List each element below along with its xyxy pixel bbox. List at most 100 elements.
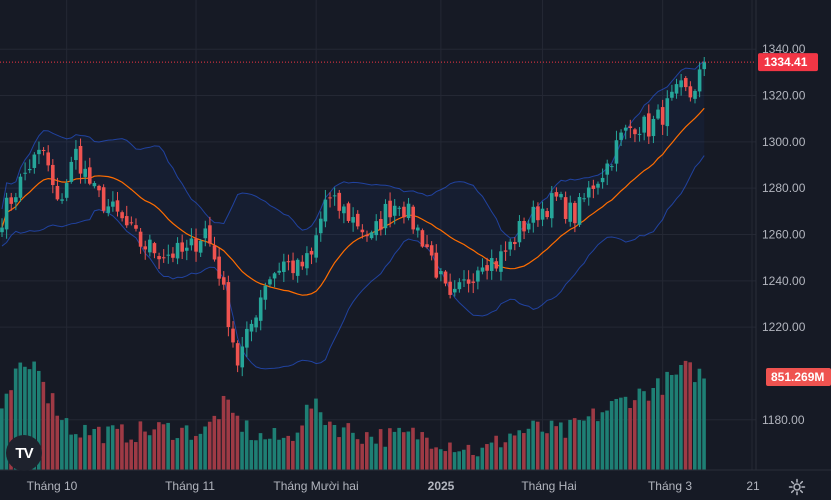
volume-bar (697, 368, 702, 470)
x-tick-label: Tháng 10 (27, 479, 78, 493)
candle-body (258, 297, 263, 321)
candle-body (194, 238, 198, 252)
candle-body (503, 250, 508, 252)
volume-bar (254, 440, 258, 470)
candle-body (637, 133, 642, 135)
volume-bar (129, 439, 133, 470)
volume-bar (203, 426, 207, 470)
candle-body (365, 234, 369, 237)
candle-body (217, 256, 221, 279)
volume-bar (545, 433, 549, 470)
candle-body (171, 253, 175, 258)
volume-bar (462, 449, 466, 470)
volume-bar (411, 427, 415, 470)
candle-body (499, 251, 503, 272)
candle-body (554, 192, 559, 197)
candle-body (51, 164, 55, 186)
volume-bar (628, 408, 632, 470)
volume-bar (92, 429, 96, 470)
volume-bar (286, 435, 291, 470)
candle-body (198, 240, 203, 253)
candle-body (120, 212, 124, 219)
candle-body (332, 195, 337, 197)
gear-icon[interactable] (788, 478, 806, 496)
x-tick-label: Tháng 3 (648, 479, 692, 493)
candle-body (582, 198, 586, 200)
volume-bar (392, 431, 397, 470)
candle-body (549, 193, 554, 219)
candle-body (346, 203, 351, 221)
volume-bar (152, 429, 157, 470)
candle-body (305, 253, 309, 269)
volume-bar (466, 444, 471, 470)
volume-bar (138, 421, 143, 470)
candle-body (157, 256, 161, 260)
candle-body (448, 281, 452, 295)
volume-bar (180, 427, 184, 470)
candle-body (226, 282, 231, 328)
volume-bar (489, 442, 494, 470)
volume-bar (272, 428, 277, 470)
candle-body (485, 265, 489, 271)
candle-body (591, 185, 596, 189)
volume-bar (198, 433, 203, 470)
volume-bar (605, 410, 609, 470)
price-axis-panel (756, 0, 831, 500)
volume-bar (632, 400, 637, 470)
candle-body (106, 206, 111, 213)
candle-body (4, 197, 9, 230)
candle-body (221, 277, 226, 285)
volume-bar (217, 419, 221, 470)
last-price-label: 1334.41 (764, 55, 808, 69)
y-tick-label: 1320.00 (762, 89, 806, 103)
volume-bar (249, 440, 254, 470)
volume-bar (651, 387, 656, 470)
volume-bar (656, 378, 660, 470)
volume-bar (614, 398, 619, 470)
candle-body (508, 241, 512, 250)
candle-body (526, 223, 531, 230)
candle-body (143, 246, 148, 250)
volume-bar (143, 431, 147, 470)
candle-body (374, 221, 379, 236)
volume-label: 851.269M (771, 370, 824, 384)
candle-body (268, 279, 272, 285)
candle-body (263, 285, 268, 300)
candle-body (383, 203, 388, 229)
volume-bar (337, 437, 341, 470)
volume-bar (582, 420, 586, 470)
volume-bar (503, 442, 508, 470)
candle-body (203, 228, 208, 239)
volume-bar (406, 431, 411, 470)
volume-bar (586, 416, 591, 470)
y-tick-label: 1180.00 (762, 413, 805, 427)
volume-bar (170, 439, 175, 470)
tradingview-logo-icon[interactable]: TV (6, 435, 42, 471)
volume-bar (388, 428, 392, 470)
candle-body (129, 222, 134, 224)
candle-body (388, 200, 392, 218)
candle-body (282, 261, 286, 272)
volume-bar (240, 431, 244, 470)
volume-bar (702, 378, 706, 470)
volume-bar (485, 444, 489, 470)
candle-body (60, 199, 64, 201)
candle-body (272, 273, 277, 279)
y-tick-label: 1240.00 (762, 274, 806, 288)
volume-bar (679, 364, 683, 470)
volume-bar (355, 439, 360, 470)
candle-body (18, 176, 23, 198)
candle-body (439, 271, 443, 275)
candle-body (660, 107, 665, 125)
y-tick-label: 1220.00 (762, 320, 806, 334)
volume-bar (50, 393, 55, 470)
volume-bar (683, 360, 688, 470)
candle-body (212, 245, 217, 260)
candle-body (64, 182, 69, 198)
volume-bar (512, 435, 517, 470)
volume-bar (0, 408, 4, 470)
candle-body (286, 261, 291, 263)
candle-body (355, 213, 360, 227)
